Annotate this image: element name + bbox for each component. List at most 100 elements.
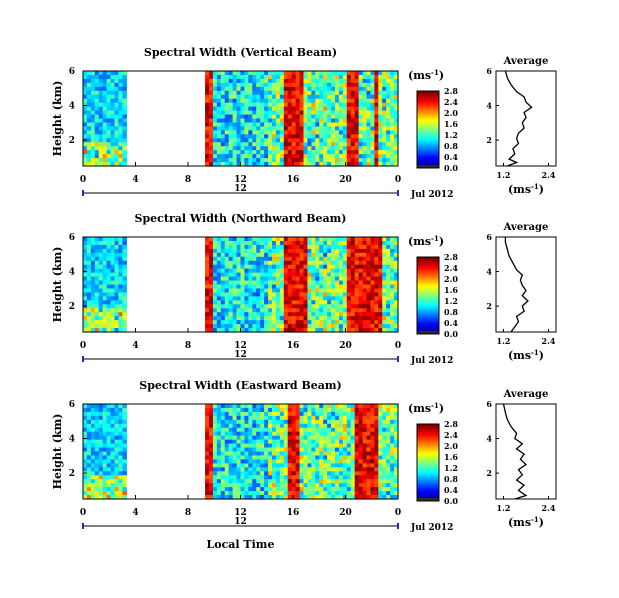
heatmap-cell bbox=[323, 487, 328, 492]
x-tick-label: 4 bbox=[132, 341, 138, 351]
heatmap-cell bbox=[90, 138, 96, 143]
heatmap-cell bbox=[315, 154, 320, 159]
heatmap-cell bbox=[335, 328, 340, 333]
heatmap-cell bbox=[390, 328, 395, 333]
heatmap-cell bbox=[275, 154, 281, 159]
heatmap-cell bbox=[342, 122, 348, 128]
heatmap-cell bbox=[224, 90, 230, 96]
heatmap-cell bbox=[212, 447, 218, 453]
heatmap-cell bbox=[268, 122, 273, 128]
heatmap-cell bbox=[102, 82, 108, 88]
heatmap-cell bbox=[279, 237, 285, 242]
heatmap-cell bbox=[362, 237, 368, 242]
heatmap-cell bbox=[260, 272, 265, 278]
heatmap-cell bbox=[209, 296, 214, 301]
heatmap-cell bbox=[283, 268, 289, 274]
heatmap-cell bbox=[370, 479, 375, 484]
heatmap-cell bbox=[240, 435, 246, 441]
heatmap-cell bbox=[209, 74, 214, 80]
heatmap-cell bbox=[331, 316, 336, 321]
heatmap-cell bbox=[394, 268, 399, 274]
heatmap-cell bbox=[90, 110, 96, 116]
heatmap-cell bbox=[335, 451, 340, 457]
colorbar-swatch bbox=[417, 274, 439, 277]
heatmap-cell bbox=[279, 427, 285, 433]
heatmap-cell bbox=[315, 158, 320, 163]
heatmap-cell bbox=[382, 404, 387, 409]
heatmap-cell bbox=[374, 110, 379, 116]
heatmap-cell bbox=[354, 162, 360, 167]
heatmap-cell bbox=[98, 463, 104, 468]
heatmap-cell bbox=[98, 300, 104, 305]
heatmap-cell bbox=[236, 78, 242, 84]
heatmap-cell bbox=[212, 248, 218, 254]
heatmap-cell bbox=[83, 288, 88, 294]
heatmap-cell bbox=[338, 435, 344, 441]
heatmap-cell bbox=[244, 240, 249, 246]
heatmap-cell bbox=[98, 142, 104, 147]
heatmap-cell bbox=[378, 284, 383, 290]
heatmap-cell bbox=[264, 102, 269, 108]
heatmap-cell bbox=[94, 304, 100, 309]
heatmap-cell bbox=[331, 495, 336, 500]
heatmap-cell bbox=[232, 130, 238, 135]
heatmap-cell bbox=[394, 431, 399, 437]
heatmap-cell bbox=[295, 118, 301, 124]
heatmap-cell bbox=[370, 71, 375, 76]
heatmap-cell bbox=[394, 102, 399, 108]
heatmap-cell bbox=[366, 304, 372, 309]
heatmap-cell bbox=[114, 114, 120, 120]
heatmap-cell bbox=[354, 94, 360, 100]
heatmap-cell bbox=[94, 312, 100, 317]
heatmap-cell bbox=[382, 142, 387, 147]
heatmap-cell bbox=[370, 419, 375, 425]
heatmap-cell bbox=[252, 78, 257, 84]
heatmap-cell bbox=[354, 320, 360, 325]
heatmap-cell bbox=[252, 90, 257, 96]
heatmap-cell bbox=[228, 404, 234, 409]
x-tick-label: 8 bbox=[185, 508, 191, 518]
heatmap-cell bbox=[366, 94, 372, 100]
heatmap-cell bbox=[264, 78, 269, 84]
heatmap-cell bbox=[102, 134, 108, 139]
heatmap-cell bbox=[244, 142, 249, 147]
heatmap-cell bbox=[307, 276, 312, 282]
heatmap-cell bbox=[205, 292, 210, 297]
heatmap-cell bbox=[283, 256, 289, 262]
heatmap-cell bbox=[264, 158, 269, 163]
heatmap-cell bbox=[102, 459, 108, 464]
colorbar-tick-label: 1.2 bbox=[444, 296, 458, 306]
heatmap-cell bbox=[272, 288, 277, 294]
heatmap-cell bbox=[94, 252, 100, 258]
heatmap-cell bbox=[374, 158, 379, 163]
heatmap-cell bbox=[114, 276, 120, 282]
heatmap-cell bbox=[291, 415, 297, 421]
heatmap-cell bbox=[240, 324, 246, 329]
heatmap-cell bbox=[315, 71, 320, 76]
heatmap-cell bbox=[90, 328, 96, 333]
heatmap-cell bbox=[307, 463, 312, 468]
heatmap-cell bbox=[394, 98, 399, 104]
heatmap-cell bbox=[264, 86, 269, 92]
heatmap-cell bbox=[83, 237, 88, 242]
heatmap-cell bbox=[224, 491, 230, 496]
average-title: Average bbox=[503, 222, 549, 233]
heatmap-cell bbox=[335, 130, 340, 135]
heatmap-cell bbox=[244, 288, 249, 294]
heatmap-cell bbox=[83, 419, 88, 425]
heatmap-cell bbox=[319, 110, 324, 116]
heatmap-cell bbox=[370, 308, 375, 313]
heatmap-cell bbox=[303, 312, 309, 317]
heatmap-cell bbox=[299, 435, 305, 441]
heatmap-cell bbox=[118, 268, 123, 274]
heatmap-cell bbox=[228, 280, 234, 286]
heatmap-cell bbox=[307, 407, 312, 413]
heatmap-cell bbox=[331, 304, 336, 309]
heatmap-cell bbox=[358, 154, 364, 159]
heatmap-cell bbox=[335, 439, 340, 445]
heatmap-cell bbox=[283, 308, 289, 313]
heatmap-cell bbox=[279, 439, 285, 445]
heatmap-cell bbox=[232, 102, 238, 108]
heatmap-cell bbox=[299, 479, 305, 484]
heatmap-cell bbox=[248, 316, 253, 321]
